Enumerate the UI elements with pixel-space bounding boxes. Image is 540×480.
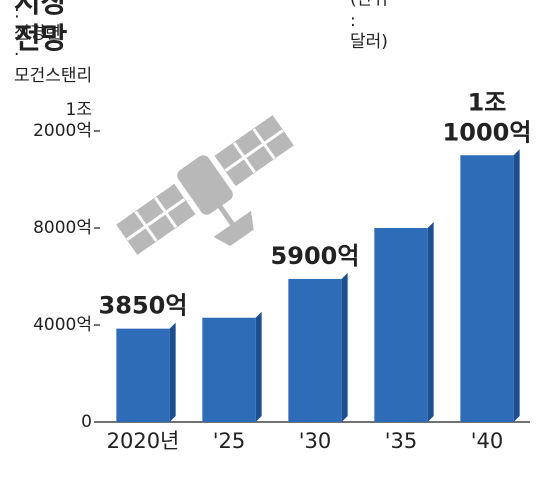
bar [116, 328, 170, 422]
y-tick-label: 0 [81, 412, 92, 432]
bar-side [513, 149, 520, 422]
chart-title: 세계우주산업시장전망 [14, 0, 121, 55]
bar-side [255, 311, 262, 422]
bar-side [169, 322, 176, 422]
x-tick-label: '25 [213, 429, 246, 453]
x-tick-label: '40 [471, 429, 504, 453]
bar [460, 155, 514, 422]
data-label: 1조 1000억 [443, 88, 532, 146]
bar [202, 317, 256, 422]
data-label: 5900억 [271, 242, 360, 270]
chart-subtitle: 자료:전경련·모건스탠리 [14, 0, 92, 86]
data-label: 3850억 [99, 292, 188, 320]
y-tick-label: 4000억 [33, 315, 92, 335]
bar-side [341, 272, 348, 422]
y-tick-label: 1조 2000억 [33, 100, 92, 141]
y-tick-label: 8000억 [33, 218, 92, 238]
bar-side [427, 222, 434, 422]
x-tick-label: '30 [299, 429, 332, 453]
x-tick-label: '35 [385, 429, 418, 453]
x-tick-label: 2020년 [107, 429, 180, 453]
unit-note: (단위:달러) [350, 0, 388, 52]
satellite-icon [116, 115, 294, 255]
bar [288, 278, 342, 422]
bar [374, 228, 428, 422]
